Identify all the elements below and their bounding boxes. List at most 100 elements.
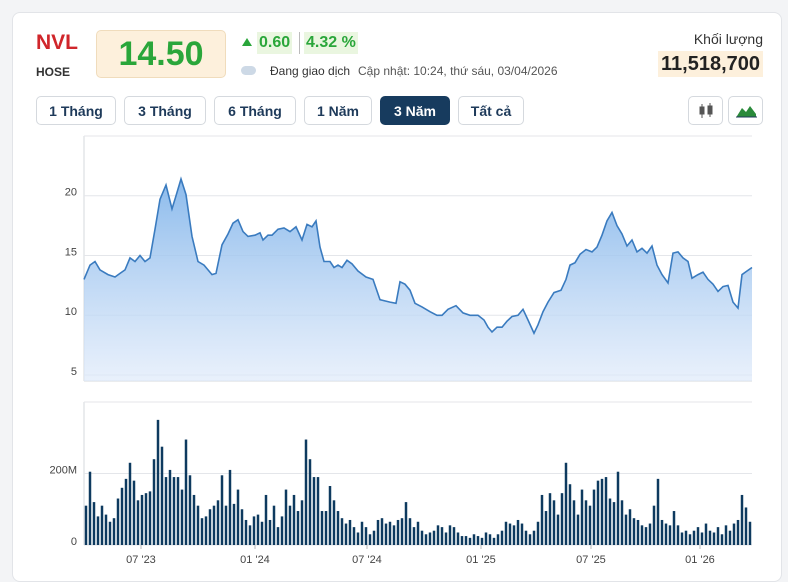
volume-bar: [528, 534, 532, 545]
volume-bar: [312, 477, 316, 545]
volume-bar: [208, 509, 212, 545]
volume-bar: [376, 519, 380, 545]
range-button[interactable]: 1 Năm: [304, 96, 372, 125]
symbol: NVL: [36, 31, 78, 54]
volume-bar: [176, 477, 180, 545]
y-tick-label: 5: [71, 366, 77, 378]
volume-bar: [368, 534, 372, 545]
volume-bar: [244, 519, 248, 545]
volume-bar: [152, 459, 156, 545]
y-tick-label: 0: [71, 536, 77, 548]
volume-bar: [316, 477, 320, 545]
range-button[interactable]: 3 Tháng: [124, 96, 206, 125]
volume-bar: [464, 536, 468, 545]
volume-bar: [572, 500, 576, 545]
range-button[interactable]: 6 Tháng: [214, 96, 296, 125]
volume-bar: [424, 534, 428, 545]
volume-bar: [492, 537, 496, 545]
volume-bar: [264, 494, 268, 545]
volume-bar: [336, 511, 340, 545]
volume-bar: [740, 494, 744, 545]
volume-bar: [592, 489, 596, 545]
volume-bar: [192, 494, 196, 545]
volume-bar: [116, 498, 120, 545]
volume-bar: [216, 500, 220, 545]
volume-bar: [276, 527, 280, 545]
volume-bar: [124, 478, 128, 545]
volume-bar: [408, 518, 412, 545]
volume-bar: [676, 525, 680, 545]
volume-bar: [352, 527, 356, 545]
volume-bar: [504, 521, 508, 545]
volume-bar: [400, 518, 404, 545]
volume-bar: [596, 480, 600, 545]
volume-bar: [420, 530, 424, 545]
volume-bar: [364, 527, 368, 545]
volume-bar: [748, 521, 752, 545]
up-arrow: [242, 38, 252, 46]
area-icon: [736, 106, 757, 118]
price-line: [83, 176, 753, 336]
volume-bar: [240, 509, 244, 545]
volume-bar: [256, 514, 260, 545]
volume-bar: [436, 525, 440, 545]
volume-bar: [84, 505, 88, 545]
candlestick-toggle[interactable]: [688, 96, 723, 125]
volume-bar: [672, 511, 676, 545]
range-button[interactable]: 1 Tháng: [36, 96, 116, 125]
volume-bar: [688, 534, 692, 545]
volume-bar: [508, 523, 512, 545]
volume-bar: [488, 534, 492, 545]
volume-bar: [416, 521, 420, 545]
volume-bar: [252, 516, 256, 545]
volume-bar: [136, 500, 140, 545]
volume-bar: [320, 511, 324, 545]
volume-bar: [156, 419, 160, 545]
volume-bar: [524, 530, 528, 545]
volume-bar: [664, 523, 668, 545]
volume-bar: [184, 439, 188, 545]
volume-bar: [624, 514, 628, 545]
x-tick-label: 01 '25: [466, 554, 496, 565]
volume-bar: [300, 500, 304, 545]
volume-bar: [372, 530, 376, 545]
volume-bar: [620, 500, 624, 545]
volume-bar: [728, 530, 732, 545]
volume-bar: [644, 527, 648, 545]
change: 0.60: [257, 32, 293, 54]
volume-bar: [448, 525, 452, 545]
volume-bar: [196, 505, 200, 545]
volume-bar: [580, 489, 584, 545]
volume-bar: [548, 493, 552, 545]
range-button[interactable]: 3 Năm: [380, 96, 450, 125]
range-button[interactable]: Tất cả: [458, 96, 524, 125]
volume-bar: [576, 514, 580, 545]
volume-bar: [608, 498, 612, 545]
volume-bar: [708, 530, 712, 545]
volume: 11,518,700: [658, 51, 763, 77]
volume-bar: [552, 500, 556, 545]
volume-bar: [380, 518, 384, 545]
volume-bar: [396, 519, 400, 545]
volume-bar: [180, 489, 184, 545]
y-tick-label: 200M: [49, 464, 77, 476]
volume-bar: [472, 534, 476, 545]
volume-bar: [432, 530, 436, 545]
y-tick-label: 10: [65, 306, 77, 318]
area-fill: [84, 179, 752, 381]
volume-bar: [604, 477, 608, 545]
volume-bar: [268, 519, 272, 545]
volume-bar: [112, 518, 116, 545]
volume-bar: [468, 537, 472, 545]
area-toggle[interactable]: [728, 96, 763, 125]
volume-bar: [260, 521, 264, 545]
volume-bar: [360, 521, 364, 545]
volume-bar: [480, 537, 484, 545]
volume-bar: [308, 459, 312, 545]
volume-bar: [224, 505, 228, 545]
volume-bar: [284, 489, 288, 545]
volume-bar: [104, 514, 108, 545]
volume-bar: [696, 527, 700, 545]
volume-bar: [340, 518, 344, 545]
volume-bar: [568, 484, 572, 545]
